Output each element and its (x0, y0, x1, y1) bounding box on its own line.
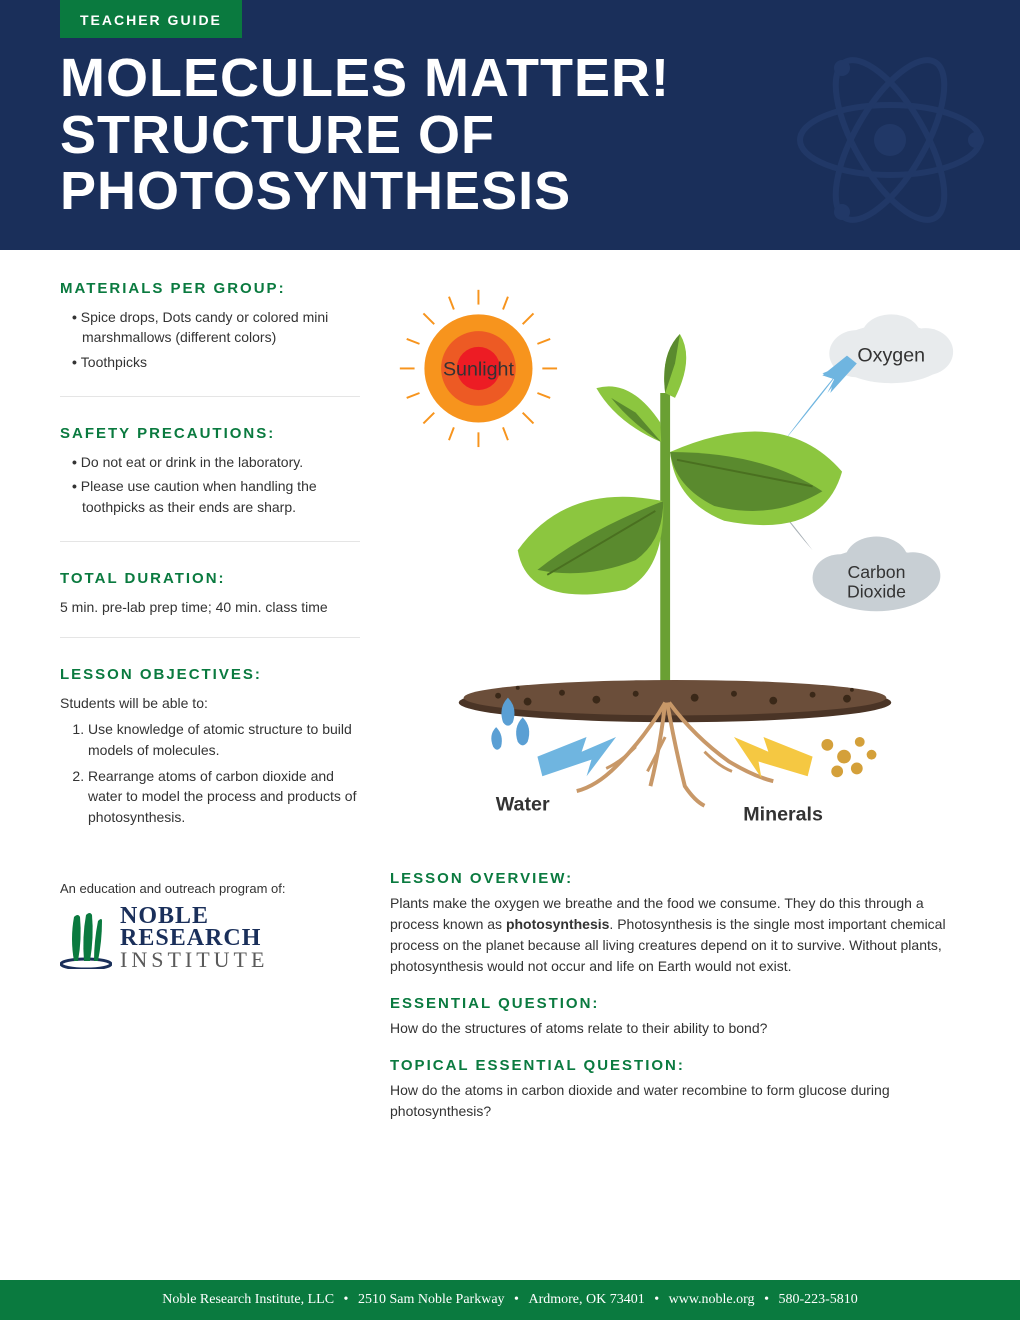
list-item: Do not eat or drink in the laboratory. (72, 452, 360, 472)
objectives-intro: Students will be able to: (60, 693, 360, 713)
footer-web: www.noble.org (669, 1292, 755, 1307)
section-heading: LESSON OVERVIEW: (390, 870, 960, 887)
sun-icon: Sunlight (400, 290, 557, 447)
co2-label-1: Carbon (847, 562, 905, 582)
footer-phone: 580-223-5810 (778, 1292, 857, 1307)
right-column: Sunlight Oxygen (390, 280, 960, 1140)
water-label: Water (496, 794, 550, 816)
co2-label-2: Dioxide (847, 581, 906, 601)
photosynthesis-diagram: Sunlight Oxygen (390, 280, 960, 850)
list-item: Rearrange atoms of carbon dioxide and wa… (88, 766, 360, 827)
logo-text-research: RESEARCH (120, 928, 268, 950)
logo-text-institute: INSTITUTE (120, 949, 268, 971)
page-footer: Noble Research Institute, LLC • 2510 Sam… (0, 1280, 1020, 1320)
minerals-label: Minerals (743, 804, 823, 826)
co2-cloud: Carbon Dioxide (813, 537, 941, 612)
plant-stem (660, 393, 670, 693)
list-item: Toothpicks (72, 352, 360, 372)
sunlight-label: Sunlight (443, 358, 515, 380)
topical-text: How do the atoms in carbon dioxide and w… (390, 1080, 960, 1122)
duration-section: TOTAL DURATION: 5 min. pre-lab prep time… (60, 570, 360, 638)
topical-section: TOPICAL ESSENTIAL QUESTION: How do the a… (390, 1057, 960, 1122)
list-item: Use knowledge of atomic structure to bui… (88, 719, 360, 760)
section-heading: LESSON OBJECTIVES: (60, 666, 360, 683)
footer-address: 2510 Sam Noble Parkway (358, 1292, 505, 1307)
essential-section: ESSENTIAL QUESTION: How do the structure… (390, 995, 960, 1039)
minerals-element: Minerals (734, 737, 877, 826)
outreach-section: An education and outreach program of: NO… (60, 881, 360, 971)
outreach-label: An education and outreach program of: (60, 881, 360, 896)
footer-city: Ardmore, OK 73401 (528, 1292, 644, 1307)
section-heading: TOTAL DURATION: (60, 570, 360, 587)
atom-icon (780, 30, 1000, 250)
soil (459, 680, 891, 722)
noble-logo: NOBLE RESEARCH INSTITUTE (60, 906, 360, 971)
safety-section: SAFETY PRECAUTIONS: Do not eat or drink … (60, 425, 360, 542)
list-item: Please use caution when handling the too… (72, 476, 360, 517)
section-heading: MATERIALS PER GROUP: (60, 280, 360, 297)
left-column: MATERIALS PER GROUP: Spice drops, Dots c… (60, 280, 360, 1140)
materials-section: MATERIALS PER GROUP: Spice drops, Dots c… (60, 280, 360, 397)
duration-text: 5 min. pre-lab prep time; 40 min. class … (60, 597, 360, 617)
overview-section: LESSON OVERVIEW: Plants make the oxygen … (390, 870, 960, 977)
objectives-section: LESSON OBJECTIVES: Students will be able… (60, 666, 360, 853)
list-item: Spice drops, Dots candy or colored mini … (72, 307, 360, 348)
section-heading: TOPICAL ESSENTIAL QUESTION: (390, 1057, 960, 1074)
footer-org: Noble Research Institute, LLC (162, 1292, 334, 1307)
header-tab: TEACHER GUIDE (60, 0, 242, 38)
essential-text: How do the structures of atoms relate to… (390, 1018, 960, 1039)
content-area: MATERIALS PER GROUP: Spice drops, Dots c… (0, 250, 1020, 1160)
section-heading: SAFETY PRECAUTIONS: (60, 425, 360, 442)
oxygen-label: Oxygen (857, 345, 925, 367)
plant-leaves (518, 334, 842, 594)
logo-icon (60, 909, 112, 969)
section-heading: ESSENTIAL QUESTION: (390, 995, 960, 1012)
page-header: TEACHER GUIDE MOLECULES MATTER! STRUCTUR… (0, 0, 1020, 250)
overview-text: Plants make the oxygen we breathe and th… (390, 893, 960, 977)
